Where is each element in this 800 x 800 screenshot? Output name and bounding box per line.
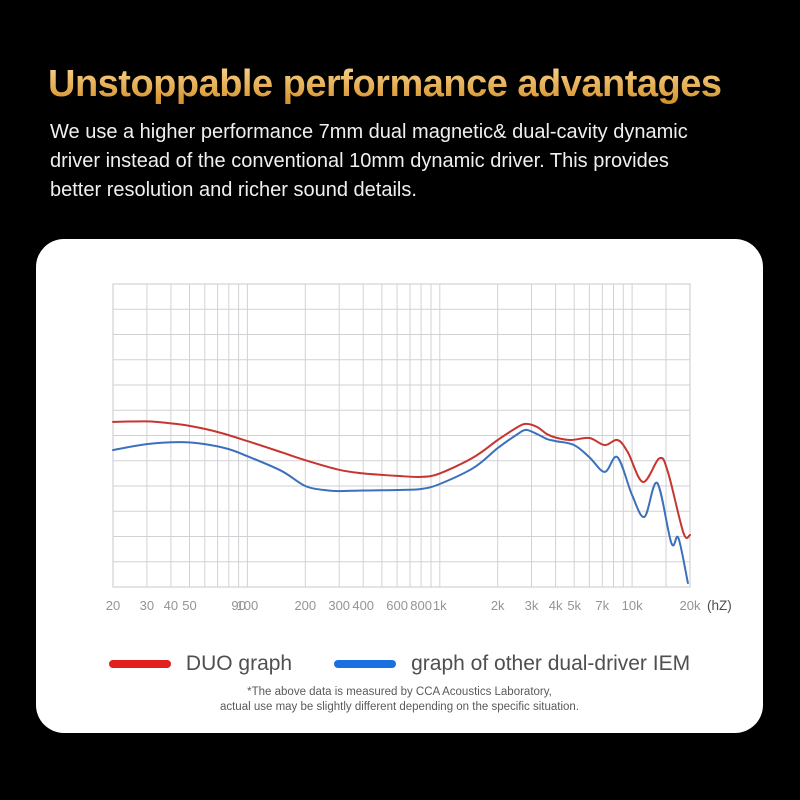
footnote-line-2: actual use may be slightly different dep…: [219, 701, 580, 713]
svg-text:200: 200: [294, 598, 316, 613]
legend-item-duo: DUO graph: [108, 652, 293, 676]
svg-text:600: 600: [386, 598, 408, 613]
svg-text:7k: 7k: [595, 598, 609, 613]
legend-item-other-iem: graph of other dual-driver IEM: [334, 652, 690, 676]
intro-line-1: We use a higher performance 7mm dual mag…: [50, 121, 688, 143]
intro-line-3: better resolution and richer sound detai…: [50, 179, 417, 201]
footnote-line-1: *The above data is measured by CCA Acous…: [247, 686, 552, 698]
svg-text:(hZ): (hZ): [707, 598, 732, 613]
intro-line-2: driver instead of the conventional 10mm …: [50, 150, 669, 172]
svg-text:400: 400: [352, 598, 374, 613]
chart-footnote: *The above data is measured by CCA Acous…: [36, 685, 763, 715]
svg-text:3k: 3k: [525, 598, 539, 613]
svg-text:800: 800: [410, 598, 432, 613]
svg-text:40: 40: [164, 598, 178, 613]
page-title: Unstoppable performance advantages: [48, 63, 768, 106]
chart-card: 20 30 40 50 90 100 200 300 400 600 800 1k 2k 3k 4k 5k 7k…: [36, 239, 763, 733]
chart-legend: DUO graph graph of other dual-driver IEM: [36, 647, 763, 681]
duo-line-swatch: [108, 660, 171, 668]
svg-text:20k: 20k: [680, 598, 701, 613]
intro-paragraph: We use a higher performance 7mm dual mag…: [50, 118, 750, 205]
svg-text:30: 30: [140, 598, 154, 613]
svg-text:20: 20: [106, 598, 120, 613]
legend-label-other-iem: graph of other dual-driver IEM: [411, 652, 691, 675]
svg-text:10k: 10k: [622, 598, 643, 613]
svg-text:50: 50: [182, 598, 196, 613]
svg-text:2k: 2k: [491, 598, 505, 613]
series-line-0: [112, 420, 691, 540]
series-line-1: [112, 428, 689, 584]
svg-text:4k: 4k: [549, 598, 563, 613]
legend-label-duo: DUO graph: [185, 652, 293, 675]
svg-text:90: 90: [231, 598, 245, 613]
svg-text:1k: 1k: [433, 598, 447, 613]
svg-text:300: 300: [328, 598, 350, 613]
other-iem-line-swatch: [334, 660, 397, 668]
svg-text:5k: 5k: [567, 598, 581, 613]
svg-text:100: 100: [237, 598, 259, 613]
